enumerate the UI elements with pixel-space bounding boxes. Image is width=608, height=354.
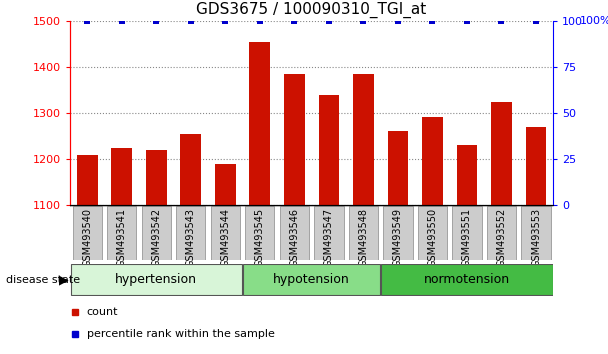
Bar	[457, 144, 477, 205]
Text: GSM493543: GSM493543	[186, 207, 196, 267]
Text: count: count	[87, 307, 119, 318]
FancyBboxPatch shape	[383, 206, 413, 259]
FancyBboxPatch shape	[418, 206, 447, 259]
Text: ▶: ▶	[59, 273, 69, 286]
Bar	[181, 134, 201, 205]
Text: percentile rank within the sample: percentile rank within the sample	[87, 329, 275, 339]
Text: hypotension: hypotension	[273, 273, 350, 286]
FancyBboxPatch shape	[245, 206, 274, 259]
FancyBboxPatch shape	[521, 206, 551, 259]
Bar	[111, 148, 132, 205]
Bar	[491, 102, 512, 205]
Text: GSM493544: GSM493544	[220, 207, 230, 267]
Bar	[215, 164, 236, 205]
FancyBboxPatch shape	[210, 206, 240, 259]
Bar	[249, 42, 270, 205]
Title: GDS3675 / 100090310_TGI_at: GDS3675 / 100090310_TGI_at	[196, 2, 427, 18]
FancyBboxPatch shape	[243, 264, 380, 295]
Bar	[319, 95, 339, 205]
Bar	[77, 155, 97, 205]
Text: GSM493545: GSM493545	[255, 207, 265, 267]
Bar	[526, 127, 547, 205]
Text: GSM493549: GSM493549	[393, 207, 403, 267]
Bar	[422, 116, 443, 205]
Text: GSM493548: GSM493548	[358, 207, 368, 267]
Bar	[387, 131, 408, 205]
FancyBboxPatch shape	[142, 206, 171, 259]
Text: GSM493542: GSM493542	[151, 207, 161, 267]
Bar	[146, 150, 167, 205]
FancyBboxPatch shape	[107, 206, 136, 259]
Text: GSM493552: GSM493552	[497, 207, 506, 267]
FancyBboxPatch shape	[381, 264, 553, 295]
FancyBboxPatch shape	[72, 206, 102, 259]
FancyBboxPatch shape	[452, 206, 482, 259]
Text: GSM493553: GSM493553	[531, 207, 541, 267]
Bar	[284, 74, 305, 205]
Text: GSM493547: GSM493547	[324, 207, 334, 267]
Text: hypertension: hypertension	[116, 273, 197, 286]
Text: disease state: disease state	[6, 275, 80, 285]
FancyBboxPatch shape	[314, 206, 344, 259]
FancyBboxPatch shape	[71, 264, 242, 295]
Text: normotension: normotension	[424, 273, 510, 286]
Bar	[353, 74, 374, 205]
FancyBboxPatch shape	[280, 206, 309, 259]
Text: 100%: 100%	[580, 16, 608, 26]
FancyBboxPatch shape	[176, 206, 206, 259]
FancyBboxPatch shape	[487, 206, 516, 259]
Text: GSM493550: GSM493550	[427, 207, 437, 267]
Text: GSM493540: GSM493540	[82, 207, 92, 267]
Text: GSM493551: GSM493551	[462, 207, 472, 267]
FancyBboxPatch shape	[349, 206, 378, 259]
Text: GSM493546: GSM493546	[289, 207, 299, 267]
Text: GSM493541: GSM493541	[117, 207, 126, 267]
